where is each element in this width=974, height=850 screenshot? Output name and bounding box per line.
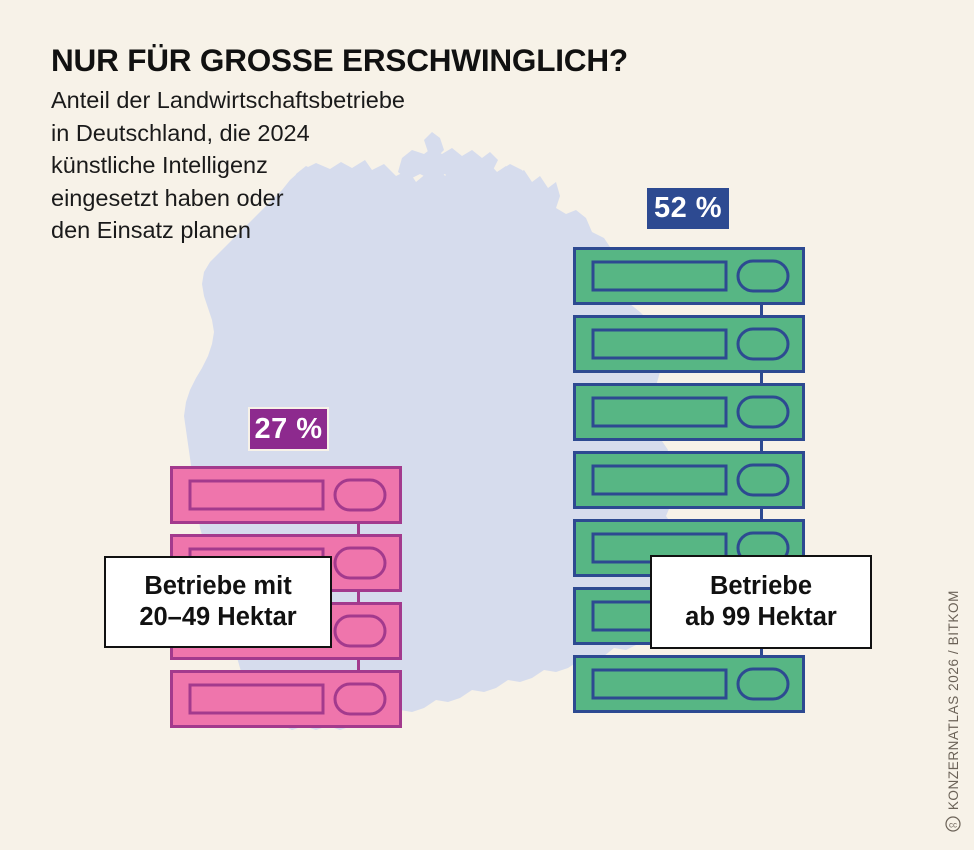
stack-connector: [357, 524, 360, 534]
stack-connector: [760, 509, 763, 519]
stack-connector: [357, 592, 360, 602]
green-tractor-stack: [573, 247, 805, 734]
pictogram-unit: [573, 247, 805, 315]
tractor-pictogram-icon: [573, 247, 805, 305]
svg-text:cc: cc: [949, 820, 957, 829]
stack-connector: [760, 441, 763, 451]
pictogram-unit: [573, 655, 805, 713]
tractor-pictogram-icon: [573, 655, 805, 713]
tractor-pictogram-icon: [573, 315, 805, 373]
callout-label-small-farms: Betriebe mit 20–49 Hektar: [104, 556, 332, 648]
stack-connector: [357, 660, 360, 670]
tractor-pictogram-icon: [573, 451, 805, 509]
pictogram-unit: [573, 451, 805, 519]
stack-connector: [760, 305, 763, 315]
tractor-pictogram-icon: [170, 466, 402, 524]
stack-connector: [760, 373, 763, 383]
pictogram-unit: [573, 315, 805, 383]
stack-connector: [760, 645, 763, 655]
percentage-badge-small-farms: 27 %: [248, 407, 329, 451]
credit-text: KONZERNATLAS 2026 / BITKOM: [945, 589, 961, 810]
headline-block: NUR FÜR GROSSE ERSCHWINGLICH? Anteil der…: [51, 42, 628, 246]
pictogram-unit: [573, 383, 805, 451]
creative-commons-icon: cc: [945, 816, 961, 832]
pictogram-unit: [170, 670, 402, 728]
tractor-pictogram-icon: [573, 383, 805, 441]
page-title: NUR FÜR GROSSE ERSCHWINGLICH?: [51, 42, 628, 78]
percentage-badge-large-farms: 52 %: [645, 186, 731, 231]
page-subtitle: Anteil der Landwirtschaftsbetriebe in De…: [51, 87, 406, 244]
pictogram-unit: [170, 466, 402, 534]
credit-block: cc KONZERNATLAS 2026 / BITKOM: [940, 512, 966, 832]
callout-label-large-farms: Betriebe ab 99 Hektar: [650, 555, 872, 649]
tractor-pictogram-icon: [170, 670, 402, 728]
